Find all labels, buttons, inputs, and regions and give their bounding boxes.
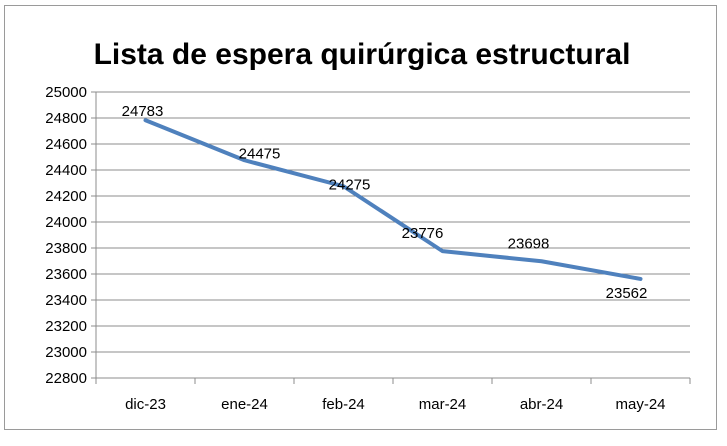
y-tick-label: 24200 bbox=[45, 188, 87, 205]
y-tick-label: 23000 bbox=[45, 344, 87, 361]
data-label: 23562 bbox=[606, 285, 648, 302]
y-tick-label: 23800 bbox=[45, 240, 87, 257]
x-tick-label: ene-24 bbox=[221, 396, 268, 413]
y-tick-label: 23400 bbox=[45, 292, 87, 309]
data-label: 24475 bbox=[239, 145, 281, 162]
chart-title: Lista de espera quirúrgica estructural bbox=[94, 38, 631, 71]
y-tick-label: 23200 bbox=[45, 318, 87, 335]
y-tick-label: 24400 bbox=[45, 162, 87, 179]
series bbox=[143, 118, 643, 281]
x-tick-label: mar-24 bbox=[419, 396, 467, 413]
axes: 22800 23000 23200 23400 23600 23800 24000 24200… bbox=[45, 84, 691, 413]
y-tick-label: 22800 bbox=[45, 370, 87, 387]
y-tick-label: 25000 bbox=[45, 84, 87, 101]
x-tick-label: abr-24 bbox=[520, 396, 563, 413]
chart-frame: Lista de espera quirúrgica estructural 2… bbox=[4, 5, 717, 430]
x-tick-label: may-24 bbox=[615, 396, 665, 413]
y-tick-label: 24000 bbox=[45, 214, 87, 231]
x-tick-label: dic-23 bbox=[125, 396, 166, 413]
gridlines bbox=[96, 91, 690, 353]
y-tick-label: 24600 bbox=[45, 136, 87, 153]
x-tick-label: feb-24 bbox=[322, 396, 365, 413]
data-label: 23698 bbox=[508, 235, 550, 252]
data-label: 23776 bbox=[402, 225, 444, 242]
data-label: 24783 bbox=[122, 103, 164, 120]
data-label: 24275 bbox=[329, 176, 371, 193]
data-labels: 24783 24475 24275 23776 23698 23562 bbox=[122, 103, 648, 302]
series-line bbox=[143, 118, 643, 281]
line-chart: Lista de espera quirúrgica estructural 2… bbox=[45, 38, 691, 413]
y-tick-label: 24800 bbox=[45, 110, 87, 127]
y-tick-label: 23600 bbox=[45, 266, 87, 283]
